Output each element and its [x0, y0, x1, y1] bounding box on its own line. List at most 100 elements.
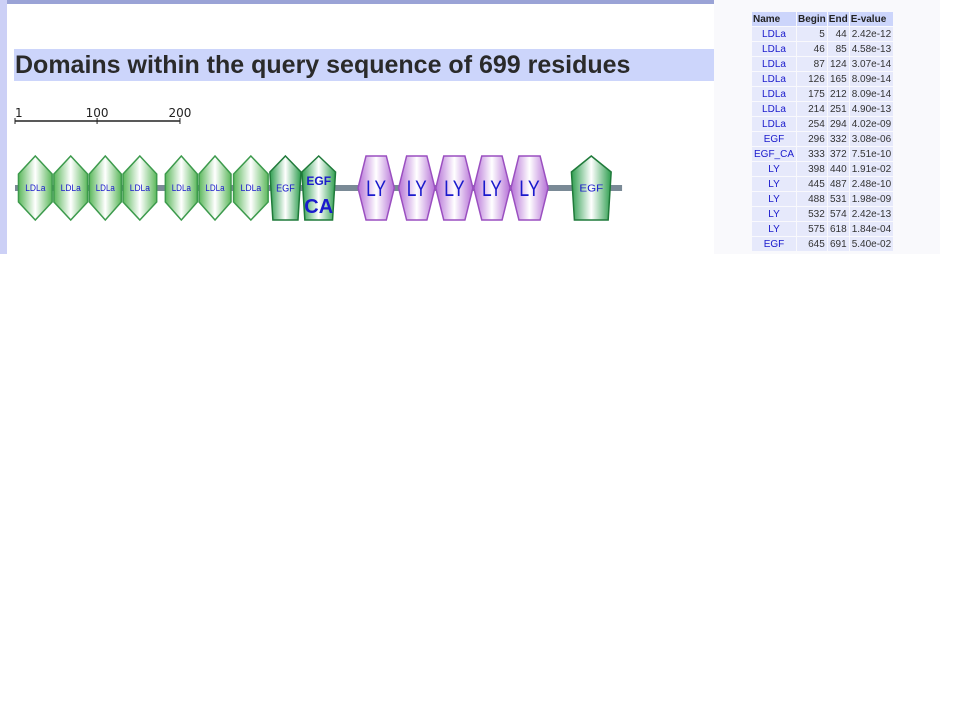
begin-cell: 398 — [797, 162, 827, 176]
end-cell: 531 — [827, 192, 849, 206]
ly-domain-shape — [473, 155, 511, 221]
domain-name-link[interactable]: LDLa — [752, 27, 797, 41]
table-row: LY 532 574 2.42e-13 — [752, 207, 894, 221]
domain-name-link[interactable]: EGF — [752, 237, 797, 251]
table-row: EGF 296 332 3.08e-06 — [752, 132, 894, 146]
end-cell: 574 — [827, 207, 849, 221]
begin-cell: 488 — [797, 192, 827, 206]
ldla-domain[interactable]: LDLa — [232, 154, 269, 222]
end-cell: 440 — [827, 162, 849, 176]
domain-name-link[interactable]: LY — [752, 162, 797, 176]
domain-name-link[interactable]: LDLa — [752, 87, 797, 101]
evalue-cell: 7.51e-10 — [849, 147, 894, 161]
evalue-cell: 1.91e-02 — [849, 162, 894, 176]
domain-name-link[interactable]: LDLa — [752, 102, 797, 116]
evalue-cell: 1.84e-04 — [849, 222, 894, 236]
ly-domain[interactable]: LY — [473, 155, 511, 221]
evalue-cell: 1.98e-09 — [849, 192, 894, 206]
end-cell: 487 — [827, 177, 849, 191]
ldla-domain-shape — [122, 154, 158, 222]
table-row: LDLa 254 294 4.02e-09 — [752, 117, 894, 131]
ldla-domain[interactable]: LDLa — [122, 154, 158, 222]
ldla-domain-shape — [53, 154, 89, 222]
ly-domain-shape — [510, 155, 549, 221]
begin-cell: 175 — [797, 87, 827, 101]
table-row: LDLa 46 85 4.58e-13 — [752, 42, 894, 56]
egf-domain[interactable]: EGF — [570, 155, 612, 221]
ly-domain[interactable]: LY — [510, 155, 549, 221]
table-row: LY 445 487 2.48e-10 — [752, 177, 894, 191]
domain-glyph-label: LY — [444, 176, 465, 201]
end-cell: 332 — [827, 132, 849, 146]
domain-name-link[interactable]: LY — [752, 222, 797, 236]
begin-cell: 214 — [797, 102, 827, 116]
domain-glyph-label: LDLa — [205, 183, 224, 193]
domain-name-link[interactable]: LY — [752, 207, 797, 221]
domain-glyph-label: LDLa — [130, 183, 150, 193]
table-row: LDLa 126 165 8.09e-14 — [752, 72, 894, 86]
header-evalue: E-value — [849, 12, 894, 26]
header-name: Name — [752, 12, 797, 26]
egf-domain[interactable]: EGF — [269, 154, 302, 221]
domain-name-link[interactable]: EGF — [752, 132, 797, 146]
ly-domain[interactable]: LY — [397, 155, 436, 221]
domain-glyph-label: LDLa — [25, 183, 45, 193]
evalue-cell: 2.42e-13 — [849, 207, 894, 221]
domain-name-link[interactable]: LDLa — [752, 57, 797, 71]
evalue-cell: 8.09e-14 — [849, 72, 894, 86]
domain-glyph-label: LY — [407, 176, 427, 201]
table-header-row: Name Begin End E-value — [752, 12, 894, 26]
begin-cell: 87 — [797, 57, 827, 71]
evalue-cell: 3.07e-14 — [849, 57, 894, 71]
table-row: EGF_CA 333 372 7.51e-10 — [752, 147, 894, 161]
ly-domain-shape — [397, 155, 436, 221]
ly-domain[interactable]: LY — [357, 155, 396, 221]
table-row: LY 488 531 1.98e-09 — [752, 192, 894, 206]
table-row: LDLa 175 212 8.09e-14 — [752, 87, 894, 101]
egf-ca-domain[interactable]: EGF CA — [301, 154, 337, 221]
ldla-domain-shape — [17, 154, 53, 222]
begin-cell: 254 — [797, 117, 827, 131]
ldla-domain[interactable]: LDLa — [17, 154, 53, 222]
ldla-domain[interactable]: LDLa — [88, 154, 123, 222]
domain-name-link[interactable]: LY — [752, 192, 797, 206]
ldla-domain[interactable]: LDLa — [53, 154, 89, 222]
domain-name-link[interactable]: LDLa — [752, 42, 797, 56]
ly-domain-shape — [357, 155, 396, 221]
table-row: LY 575 618 1.84e-04 — [752, 222, 894, 236]
domain-table: Name Begin End E-value LDLa 5 44 2.42e-12 LD… — [751, 11, 894, 252]
end-cell: 212 — [827, 87, 849, 101]
domain-name-link[interactable]: LDLa — [752, 117, 797, 131]
end-cell: 165 — [827, 72, 849, 86]
evalue-cell: 3.08e-06 — [849, 132, 894, 146]
page-title: Domains within the query sequence of 699… — [14, 49, 714, 81]
ldla-domain[interactable]: LDLa — [164, 154, 199, 222]
evalue-cell: 5.40e-02 — [849, 237, 894, 251]
begin-cell: 645 — [797, 237, 827, 251]
begin-cell: 296 — [797, 132, 827, 146]
evalue-cell: 4.58e-13 — [849, 42, 894, 56]
table-row: LY 398 440 1.91e-02 — [752, 162, 894, 176]
domain-name-link[interactable]: LDLa — [752, 72, 797, 86]
ldla-domain[interactable]: LDLa — [198, 154, 232, 222]
domain-glyph-label: LY — [482, 176, 502, 201]
domain-name-link[interactable]: EGF_CA — [752, 147, 797, 161]
ldla-domain-shape — [198, 154, 232, 222]
domain-glyph-label: CA — [304, 196, 333, 218]
table-row: LDLa 87 124 3.07e-14 — [752, 57, 894, 71]
evalue-cell: 4.02e-09 — [849, 117, 894, 131]
evalue-cell: 8.09e-14 — [849, 87, 894, 101]
egf-domain-shape — [570, 155, 612, 221]
domain-glyph-label: EGF — [306, 174, 331, 188]
domain-glyph-label: EGF — [276, 184, 295, 195]
ldla-domain-shape — [164, 154, 199, 222]
table-panel — [714, 0, 940, 254]
ly-domain[interactable]: LY — [434, 155, 474, 221]
domain-name-link[interactable]: LY — [752, 177, 797, 191]
evalue-cell: 2.42e-12 — [849, 27, 894, 41]
end-cell: 251 — [827, 102, 849, 116]
end-cell: 294 — [827, 117, 849, 131]
ldla-domain-shape — [88, 154, 123, 222]
end-cell: 372 — [827, 147, 849, 161]
egf-domain-shape — [269, 154, 302, 221]
